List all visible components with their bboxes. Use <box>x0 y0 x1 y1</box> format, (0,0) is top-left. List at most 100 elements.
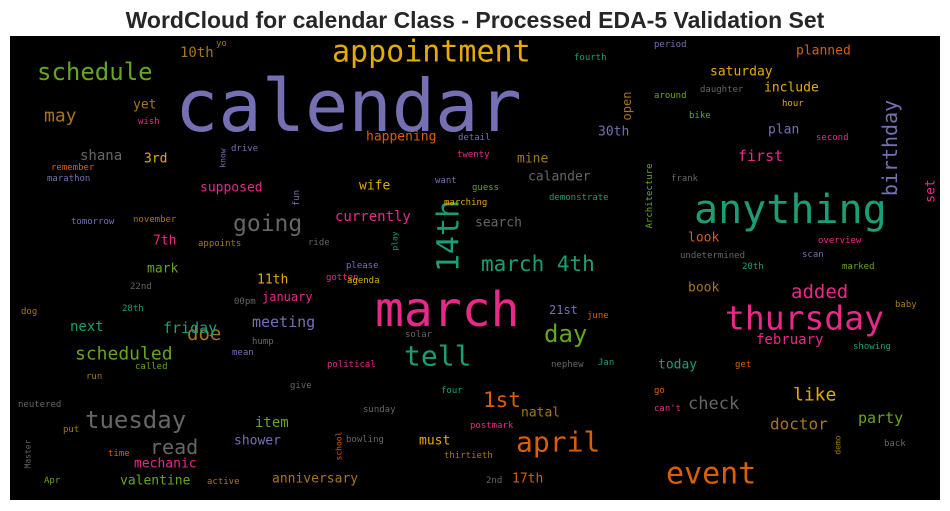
word-mean: mean <box>232 348 254 358</box>
word-run: run <box>86 372 102 382</box>
word-21st: 21st <box>549 303 578 317</box>
word-political: political <box>327 360 376 370</box>
word-tuesday: tuesday <box>85 406 186 434</box>
word-fun: fun <box>292 190 302 206</box>
word-next: next <box>70 319 104 335</box>
word-february: february <box>756 332 823 348</box>
word-scheduled: scheduled <box>75 344 173 365</box>
word-2nd: 2nd <box>486 476 502 486</box>
word-search: search <box>475 216 522 231</box>
word-book: book <box>688 281 719 296</box>
wordcloud-panel: calendar march anything thursday appointment… <box>10 36 940 500</box>
word-april: april <box>516 426 600 459</box>
word-30th: 30th <box>598 125 629 140</box>
word-get: get <box>735 360 751 370</box>
word-back: back <box>884 439 906 449</box>
word-period: period <box>654 40 687 50</box>
word-marathon: marathon <box>47 174 90 184</box>
word-calander: calander <box>528 170 591 185</box>
word-friday: friday <box>163 319 217 337</box>
word-look: look <box>688 231 719 246</box>
word-28th: 28th <box>122 304 144 314</box>
word-birthday: birthday <box>878 100 902 196</box>
word-currently: currently <box>335 209 411 225</box>
word-thursday: thursday <box>725 299 884 338</box>
word-give: give <box>290 381 312 391</box>
word-nephew: nephew <box>551 360 584 370</box>
word-supposed: supposed <box>200 181 263 196</box>
word-marching: marching <box>444 198 487 208</box>
word-can-t: can't <box>654 404 681 414</box>
word-gotten: gotten <box>326 273 359 283</box>
word-00pm: 00pm <box>234 297 256 307</box>
word-natal: natal <box>521 406 560 421</box>
word-baby: baby <box>895 300 917 310</box>
word-20th: 20th <box>742 262 764 272</box>
word-wish: wish <box>138 117 160 127</box>
word-schedule: schedule <box>37 58 153 86</box>
word-anything: anything <box>694 187 887 233</box>
word-agenda: agenda <box>347 276 380 286</box>
word-may: may <box>44 106 77 127</box>
word-mechanic: mechanic <box>134 457 197 472</box>
word-please: please <box>346 261 379 271</box>
word-appointment: appointment <box>332 36 531 70</box>
word-day: day <box>544 320 587 348</box>
word-jan: Jan <box>598 358 614 368</box>
word-detail: detail <box>458 133 491 143</box>
word-mark: mark <box>147 262 178 277</box>
word-yo: yo <box>216 39 227 49</box>
word-demonstrate: demonstrate <box>549 193 609 203</box>
word-march: march <box>375 282 520 338</box>
word-set: set <box>924 179 939 202</box>
word-17th: 17th <box>512 472 543 487</box>
word-scan: scan <box>802 250 824 260</box>
word-1st: 1st <box>483 388 521 412</box>
word-four: four <box>441 386 463 396</box>
word-calendar: calendar <box>175 64 522 148</box>
word-marked: marked <box>842 262 875 272</box>
word-school: school <box>335 431 344 460</box>
word-party: party <box>858 409 903 427</box>
word-undetermined: undetermined <box>680 251 745 261</box>
word-tomorrow: tomorrow <box>71 217 115 227</box>
word-daughter: daughter <box>700 85 744 95</box>
word-fourth: fourth <box>574 53 607 63</box>
word-check: check <box>688 394 739 414</box>
word-meeting: meeting <box>252 313 315 331</box>
word-hump: hump <box>252 337 274 347</box>
word-architecture: Architecture <box>645 163 655 228</box>
word-demo: demo <box>834 435 843 454</box>
word-called: called <box>135 362 168 372</box>
word-must: must <box>419 434 450 449</box>
word-put: put <box>63 425 79 435</box>
word-want: want <box>435 176 457 186</box>
word-added: added <box>791 281 848 303</box>
word-sunday: sunday <box>363 405 396 415</box>
word-march-4th: march 4th <box>481 252 595 276</box>
word-plan: plan <box>768 123 799 138</box>
word-know: know <box>219 148 228 167</box>
chart-title: WordCloud for calendar Class - Processed… <box>125 7 825 33</box>
word-like: like <box>793 385 836 406</box>
word-planned: planned <box>796 44 851 59</box>
word-valentine: valentine <box>120 474 191 489</box>
word-guess: guess <box>472 183 499 193</box>
word-thirtieth: thirtieth <box>444 451 493 461</box>
word-saturday: saturday <box>710 65 773 80</box>
word-shower: shower <box>234 434 281 449</box>
word-14th: 14th <box>432 200 467 272</box>
wordcloud-canvas: calendar march anything thursday appointment… <box>18 36 939 492</box>
word-twenty: twenty <box>457 150 490 160</box>
word-appoints: appoints <box>198 239 241 249</box>
word-bike: bike <box>689 111 711 121</box>
word-doctor: doctor <box>770 415 828 434</box>
word-january: january <box>262 290 313 304</box>
word-yet: yet <box>133 98 156 113</box>
word-around: around <box>654 91 687 101</box>
word-10th: 10th <box>180 45 214 61</box>
word-event: event <box>666 457 756 492</box>
word-first: first <box>738 147 783 165</box>
word-apr: Apr <box>44 476 61 486</box>
word-7th: 7th <box>153 234 176 249</box>
